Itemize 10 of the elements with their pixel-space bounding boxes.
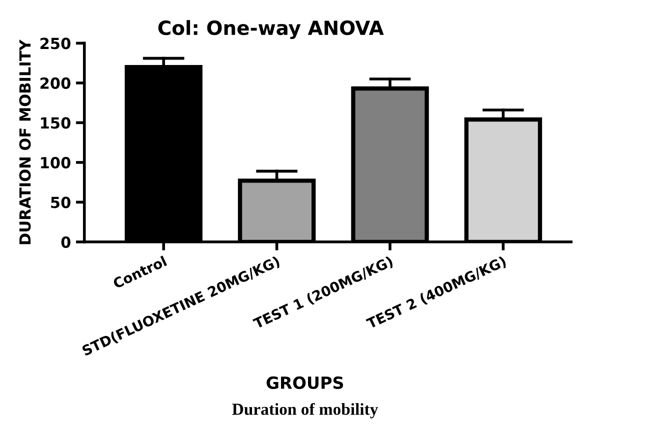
y-tick-label: 0 [61, 236, 70, 248]
y-tick-label: 250 [40, 38, 70, 50]
y-tick-label: 50 [51, 196, 70, 208]
y-tick-label: 200 [40, 77, 70, 89]
text: Duration of mobility [232, 402, 378, 418]
chart-title: Col: One-way ANOVA [158, 20, 384, 40]
y-tick-label: 100 [41, 156, 70, 168]
y-axis-title: DURATION OF MOBILITY [19, 39, 31, 244]
x-axis-title: GROUPS [266, 376, 344, 390]
y-tick-label: 150 [41, 117, 70, 129]
